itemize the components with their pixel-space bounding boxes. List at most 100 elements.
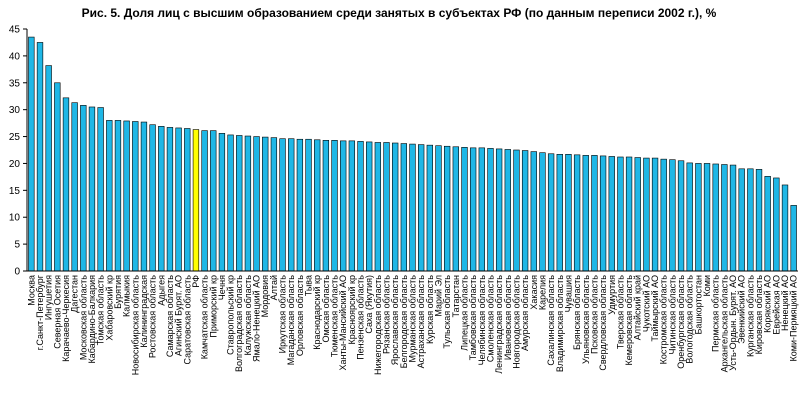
x-category-label: Костромская область xyxy=(659,275,669,365)
x-category-label: Самарская область xyxy=(165,275,175,357)
x-category-label: Курская область xyxy=(425,275,435,344)
bar xyxy=(747,168,754,272)
bar xyxy=(521,150,529,272)
bar xyxy=(305,138,312,272)
x-category-label: Марий Эл xyxy=(433,275,443,317)
x-category-label: Орловская область xyxy=(295,275,305,356)
y-tick-label: 10 xyxy=(9,213,21,224)
y-tick-label: 20 xyxy=(9,159,21,170)
bar xyxy=(443,145,451,272)
x-category-label: Волгоградская область xyxy=(234,275,244,372)
bar xyxy=(392,142,399,272)
x-category-label: Эвенкийский АО xyxy=(737,275,747,344)
bar xyxy=(651,157,659,272)
x-category-label: Ненецкий АО xyxy=(780,275,790,331)
x-category-label: Ростовская область xyxy=(148,275,158,358)
bar xyxy=(236,135,243,272)
bar xyxy=(71,102,78,272)
x-category-label: Белгородская область xyxy=(399,275,409,369)
bar xyxy=(729,164,737,272)
x-category-label: Нижегородская область xyxy=(373,275,383,375)
bar xyxy=(478,147,485,272)
bar xyxy=(634,157,641,272)
bar xyxy=(495,148,503,272)
bar xyxy=(106,120,113,272)
bar xyxy=(45,65,52,272)
x-category-label: Кировская область xyxy=(754,275,764,355)
bar xyxy=(426,144,433,272)
bar xyxy=(781,184,789,272)
bar xyxy=(573,154,581,272)
bar xyxy=(417,144,425,272)
x-category-label: Алтай xyxy=(269,275,279,300)
x-category-label: Еврейская АО xyxy=(771,275,781,335)
x-category-label: Тыва xyxy=(304,275,314,296)
x-category-label: Коми-Пермяцкий АО xyxy=(789,275,799,361)
x-category-label: Ханты-Мансийский АО xyxy=(338,275,348,371)
bar xyxy=(227,134,234,272)
bars xyxy=(28,36,797,272)
x-category-label: Курганская область xyxy=(745,275,755,357)
bar xyxy=(123,120,130,272)
bar xyxy=(296,138,304,272)
bar xyxy=(469,147,477,272)
x-category-label: Магаданская область xyxy=(286,275,296,366)
x-category-label: Амурская область xyxy=(520,275,530,351)
x-category-label: Москва xyxy=(26,275,36,306)
x-category-label: Свердловская область xyxy=(598,275,608,371)
bar xyxy=(288,138,295,272)
bar xyxy=(28,36,35,272)
bar xyxy=(262,136,269,272)
x-category-label: Алтайский край xyxy=(633,275,643,340)
bar xyxy=(582,155,589,272)
bar xyxy=(712,163,719,272)
bar xyxy=(565,154,572,272)
x-category-label: Псковская область xyxy=(589,275,599,354)
x-category-label: Омская область xyxy=(321,275,331,343)
x-category-label: Рязанская область xyxy=(382,275,392,354)
bar xyxy=(487,148,494,272)
bar xyxy=(764,176,771,272)
bar xyxy=(504,149,511,272)
x-category-label: Ленинградская область xyxy=(494,275,504,374)
bar xyxy=(357,141,364,272)
x-category-label: Ямало-Ненецкий АО xyxy=(252,275,262,362)
x-category-label: Архангельская область xyxy=(719,275,729,373)
bar xyxy=(88,106,96,272)
x-category-label: Кемеровская область xyxy=(624,275,634,366)
x-category-label: Калининградская xyxy=(139,275,149,348)
bar xyxy=(340,140,347,272)
bar xyxy=(539,152,546,272)
x-category-label: Кабардино-Балкария xyxy=(87,275,97,364)
x-category-label: Чукотский АО xyxy=(641,275,651,332)
y-axis: 0 5 10 15 20 25 30 35 40 45 xyxy=(9,25,28,278)
x-category-label: Башкортостан xyxy=(693,275,703,335)
bar xyxy=(80,105,87,272)
bar xyxy=(314,139,321,272)
x-category-label: Читинская область xyxy=(667,275,677,355)
x-category-label: Ингушетия xyxy=(44,275,54,320)
bar xyxy=(599,155,607,272)
bar xyxy=(149,124,156,272)
bar xyxy=(721,164,728,272)
bar xyxy=(643,157,650,272)
x-category-label: Карачаево-Черкесия xyxy=(61,275,71,362)
x-category-label: Сахалинская область xyxy=(546,275,556,366)
x-category-label: Ставропольский кр xyxy=(226,275,236,355)
x-category-label: Дагестан xyxy=(70,275,80,313)
bar xyxy=(660,158,667,272)
x-category-label: Красноярский кр xyxy=(347,275,357,345)
bar xyxy=(132,121,139,272)
bar xyxy=(686,162,693,272)
x-axis-labels: Москваг.Санкт-ПетербургИнгушетияСеверная… xyxy=(26,274,798,375)
bar xyxy=(54,82,61,272)
x-category-label: Тульская область xyxy=(442,275,452,349)
bar xyxy=(461,147,468,272)
bar xyxy=(617,156,624,272)
bar xyxy=(348,140,356,272)
bar xyxy=(184,128,191,272)
bar xyxy=(218,133,226,272)
x-category-label: Ярославская область xyxy=(390,275,400,366)
x-category-label: Ульяновская область xyxy=(581,275,591,364)
